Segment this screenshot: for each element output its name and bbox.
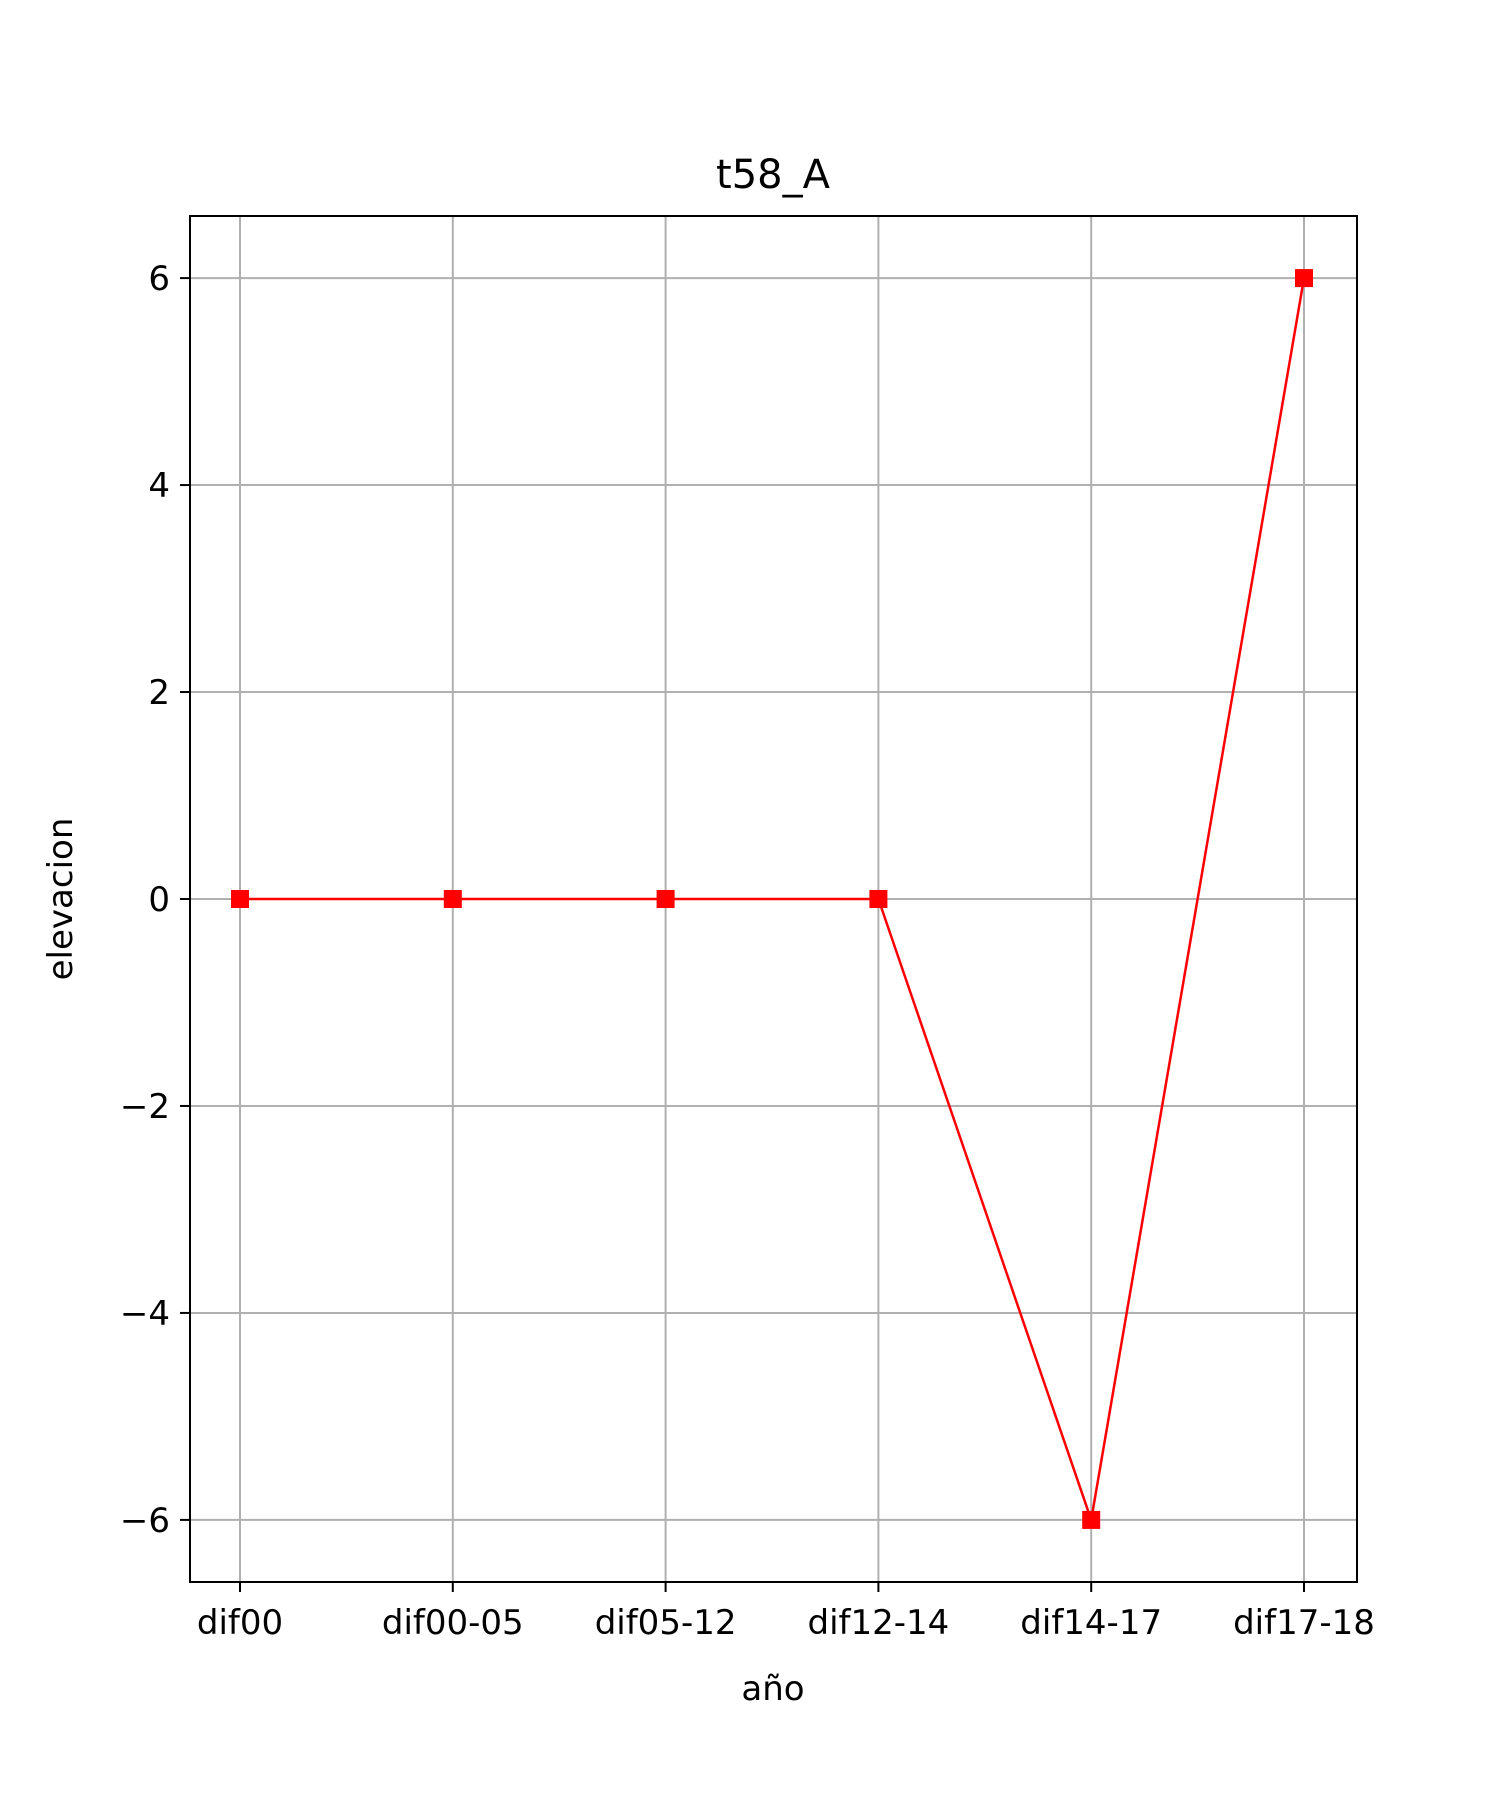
y-tick-label: 4 — [148, 466, 170, 506]
chart-title: t58_A — [716, 152, 831, 198]
data-point-marker — [656, 890, 675, 908]
series-line-path — [240, 277, 1306, 1521]
x-tick-label: dif00 — [197, 1603, 283, 1643]
y-tick-label: −4 — [120, 1294, 170, 1334]
data-point-marker — [231, 890, 249, 908]
y-tick-label: −6 — [120, 1501, 170, 1541]
data-point-marker — [1082, 1510, 1101, 1529]
data-point-marker — [443, 890, 462, 908]
x-tick-label: dif14-17 — [1020, 1603, 1162, 1643]
y-tick-label: 6 — [148, 259, 170, 299]
series-line — [231, 269, 1313, 1529]
y-tick-label: 0 — [148, 880, 170, 920]
data-point-marker — [1295, 269, 1313, 288]
axis-ticks: dif00 dif00-05 dif05-12 dif12-14 dif14-17 dif… — [120, 259, 1375, 1643]
data-point-marker — [869, 890, 888, 908]
x-tick-label: dif00-05 — [382, 1603, 524, 1643]
x-tick-label: dif17-18 — [1233, 1603, 1375, 1643]
y-tick-label: 2 — [148, 673, 170, 713]
y-tick-label: −2 — [120, 1087, 170, 1127]
x-axis-label: año — [741, 1669, 804, 1709]
y-axis-label: elevacion — [41, 818, 81, 981]
x-tick-label: dif05-12 — [595, 1603, 737, 1643]
x-tick-label: dif12-14 — [808, 1603, 950, 1643]
